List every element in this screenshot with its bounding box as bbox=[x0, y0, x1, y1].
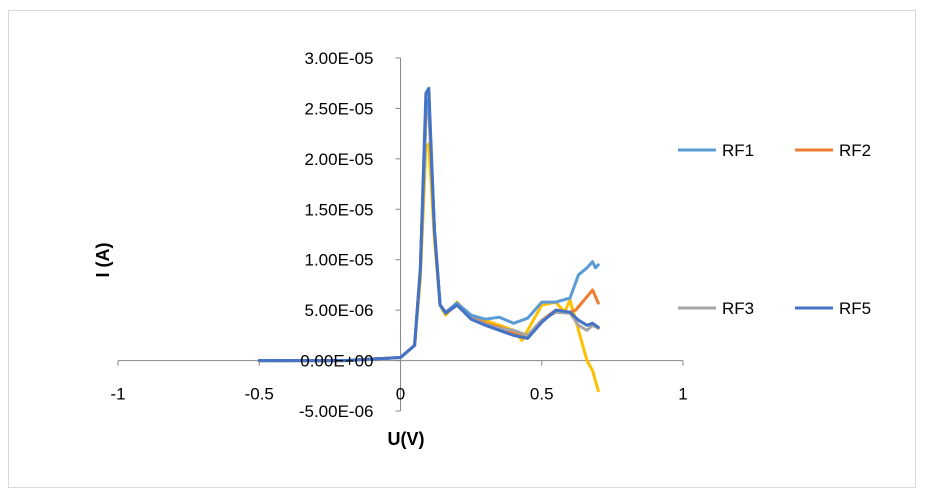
series-lines bbox=[257, 86, 600, 393]
y-tick-labels: -5.00E-06 0.00E+00 5.00E-06 1.00E-05 1.50E-0… bbox=[299, 49, 374, 421]
x-tick-label: 0 bbox=[396, 385, 405, 404]
x-tick-label: 1 bbox=[678, 385, 687, 404]
y-tick-label: -5.00E-06 bbox=[299, 402, 374, 421]
series-line-rf5 bbox=[257, 86, 600, 363]
y-tick-label: 3.00E-05 bbox=[305, 49, 374, 68]
legend-label-rf1: RF1 bbox=[722, 141, 754, 160]
legend-label-rf5: RF5 bbox=[839, 299, 871, 318]
axes bbox=[117, 57, 684, 412]
x-tick-label: -1 bbox=[110, 385, 125, 404]
legend: RF1 RF2 RF3 RF5 bbox=[678, 141, 871, 318]
y-tick-label: 2.50E-05 bbox=[305, 99, 374, 118]
legend-label-rf2: RF2 bbox=[839, 141, 871, 160]
y-tick-label: 0.00E+00 bbox=[300, 352, 373, 371]
y-tick-label: 1.50E-05 bbox=[305, 200, 374, 219]
legend-label-rf3: RF3 bbox=[722, 299, 754, 318]
y-tick-label: 2.00E-05 bbox=[305, 150, 374, 169]
y-tick-label: 5.00E-06 bbox=[305, 301, 374, 320]
chart-frame bbox=[8, 10, 916, 488]
y-axis-title: I (A) bbox=[93, 243, 113, 278]
x-axis-title: U(V) bbox=[388, 429, 425, 449]
x-tick-labels: -1 -0.5 0 0.5 1 bbox=[110, 385, 687, 404]
x-tick-label: 0.5 bbox=[530, 385, 554, 404]
series-line-rf3 bbox=[257, 101, 600, 363]
y-tick-label: 1.00E-05 bbox=[305, 251, 374, 270]
x-tick-label: -0.5 bbox=[245, 385, 274, 404]
